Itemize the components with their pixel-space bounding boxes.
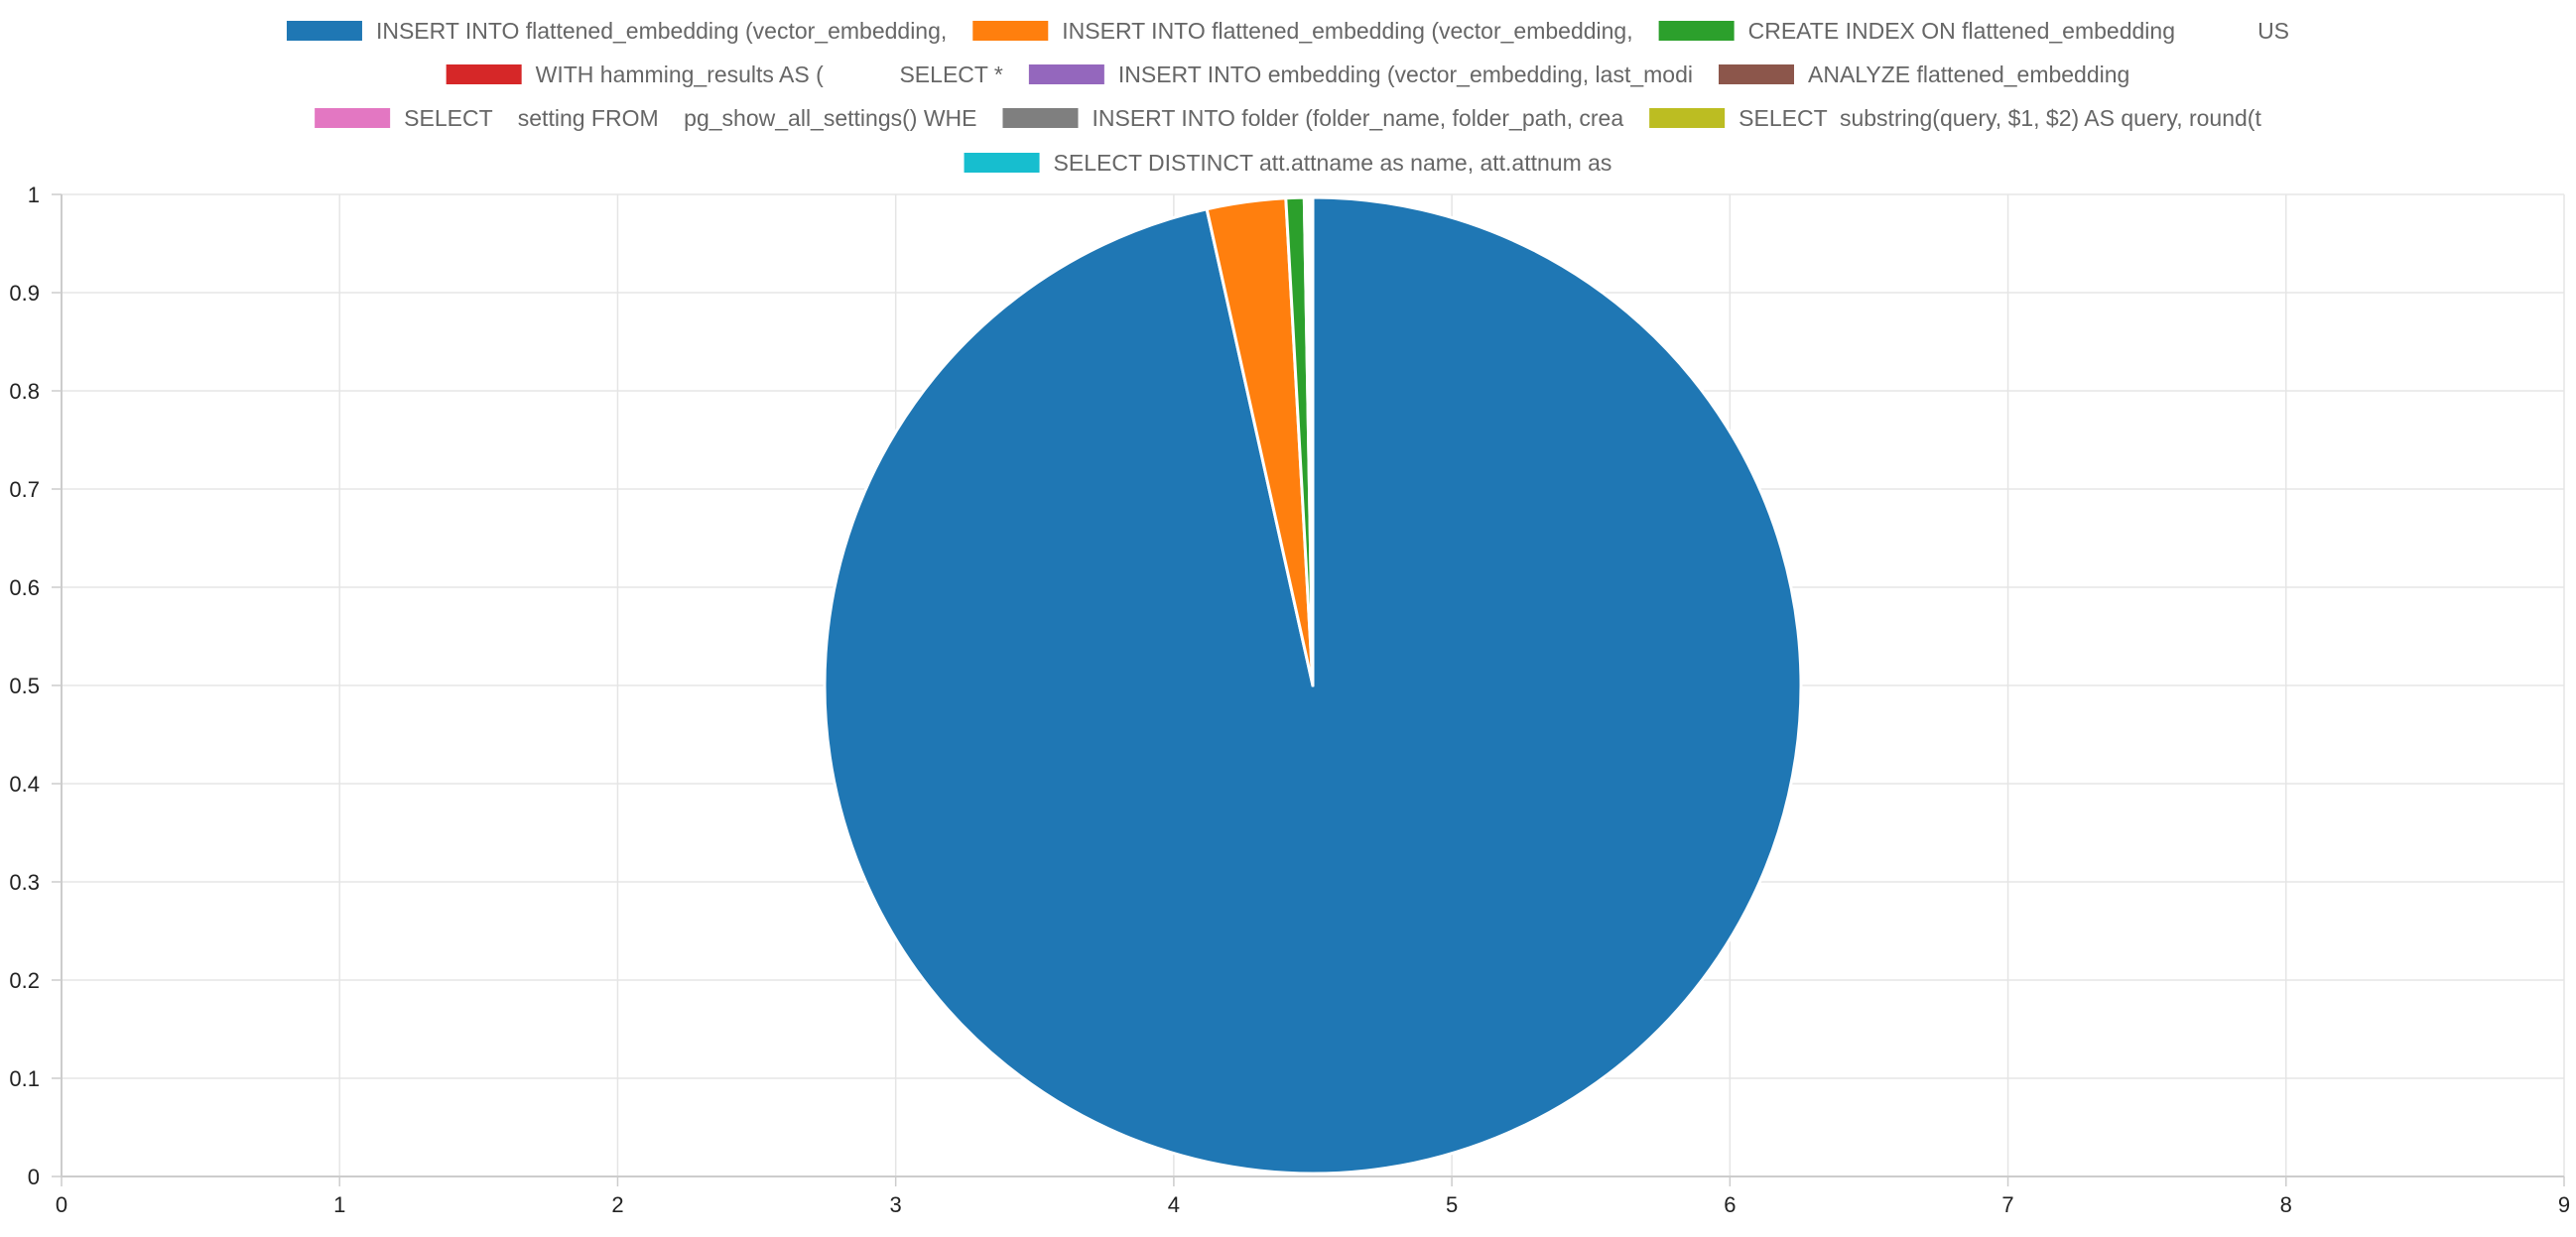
- legend-label: SELECT substring(query, $1, $2) AS query…: [1739, 105, 2261, 131]
- legend-swatch: [972, 21, 1048, 41]
- legend-swatch: [315, 108, 390, 128]
- legend-swatch: [1649, 108, 1725, 128]
- legend: INSERT INTO flattened_embedding (vector_…: [287, 18, 2289, 176]
- y-tick-label: 0.3: [9, 870, 40, 895]
- legend-item-7[interactable]: SELECT setting FROM pg_show_all_settings…: [315, 105, 976, 131]
- y-tick-label: 0.9: [9, 281, 40, 306]
- y-tick-label: 0.5: [9, 674, 40, 698]
- legend-label: SELECT setting FROM pg_show_all_settings…: [404, 105, 976, 131]
- x-tick-label: 7: [2001, 1192, 2013, 1217]
- y-tick-label: 0: [28, 1165, 40, 1189]
- y-tick-label: 0.8: [9, 379, 40, 404]
- legend-label: INSERT INTO flattened_embedding (vector_…: [376, 18, 947, 44]
- x-tick-label: 6: [1724, 1192, 1736, 1217]
- legend-label: INSERT INTO embedding (vector_embedding,…: [1118, 62, 1693, 87]
- legend-label: ANALYZE flattened_embedding: [1808, 62, 2129, 87]
- x-tick-label: 0: [56, 1192, 67, 1217]
- legend-label: CREATE INDEX ON flattened_embedding US: [1748, 18, 2289, 44]
- x-tick-label: 8: [2280, 1192, 2292, 1217]
- x-tick-label: 4: [1168, 1192, 1180, 1217]
- legend-swatch: [447, 64, 522, 84]
- legend-item-6[interactable]: ANALYZE flattened_embedding: [1719, 62, 2129, 87]
- x-tick-label: 3: [890, 1192, 902, 1217]
- legend-item-5[interactable]: INSERT INTO embedding (vector_embedding,…: [1029, 62, 1693, 87]
- x-tick-label: 2: [611, 1192, 623, 1217]
- legend-item-4[interactable]: WITH hamming_results AS ( SELECT *: [447, 62, 1003, 87]
- legend-item-2[interactable]: INSERT INTO flattened_embedding (vector_…: [972, 18, 1632, 44]
- legend-label: INSERT INTO folder (folder_name, folder_…: [1092, 105, 1623, 131]
- legend-label: INSERT INTO flattened_embedding (vector_…: [1062, 18, 1632, 44]
- y-tick-label: 0.1: [9, 1066, 40, 1091]
- y-tick-label: 1: [28, 183, 40, 207]
- pie: [825, 197, 1801, 1174]
- legend-label: SELECT DISTINCT att.attname as name, att…: [1054, 150, 1612, 176]
- legend-swatch: [1719, 64, 1794, 84]
- y-tick-label: 0.6: [9, 575, 40, 600]
- x-tick-label: 9: [2558, 1192, 2570, 1217]
- legend-item-1[interactable]: INSERT INTO flattened_embedding (vector_…: [287, 18, 947, 44]
- legend-item-3[interactable]: CREATE INDEX ON flattened_embedding US: [1659, 18, 2289, 44]
- legend-swatch: [1659, 21, 1735, 41]
- legend-label: WITH hamming_results AS ( SELECT *: [536, 62, 1003, 87]
- legend-swatch: [1029, 64, 1104, 84]
- legend-item-8[interactable]: INSERT INTO folder (folder_name, folder_…: [1002, 105, 1623, 131]
- y-tick-label: 0.7: [9, 477, 40, 502]
- legend-item-10[interactable]: SELECT DISTINCT att.attname as name, att…: [965, 150, 1612, 176]
- y-tick-label: 0.4: [9, 772, 40, 797]
- x-tick-label: 1: [333, 1192, 345, 1217]
- legend-item-9[interactable]: SELECT substring(query, $1, $2) AS query…: [1649, 105, 2261, 131]
- legend-swatch: [287, 21, 362, 41]
- y-tick-label: 0.2: [9, 968, 40, 993]
- x-tick-label: 5: [1446, 1192, 1458, 1217]
- legend-swatch: [965, 153, 1040, 173]
- legend-swatch: [1002, 108, 1078, 128]
